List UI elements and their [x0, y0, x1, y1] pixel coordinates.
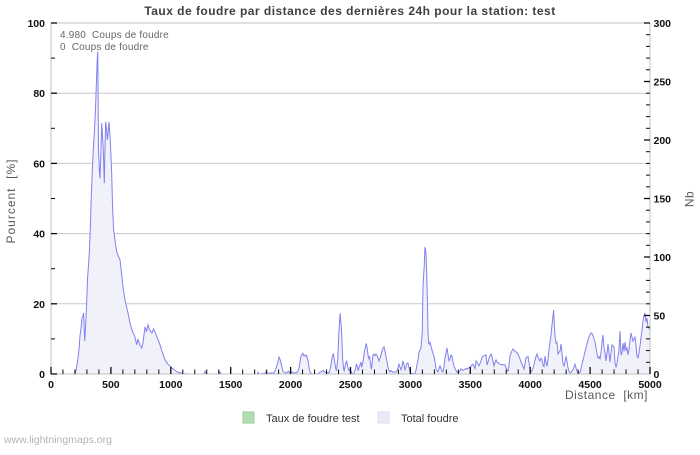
svg-text:1000: 1000 [159, 379, 183, 391]
svg-text:1500: 1500 [219, 379, 243, 391]
svg-text:250: 250 [654, 77, 672, 89]
svg-text:50: 50 [654, 311, 666, 323]
svg-text:4500: 4500 [578, 379, 602, 391]
svg-text:3500: 3500 [459, 379, 483, 391]
svg-text:Distance [km]: Distance [km] [565, 388, 648, 402]
svg-text:100: 100 [27, 18, 45, 30]
svg-text:300: 300 [654, 18, 672, 30]
svg-text:www.lightningmaps.org: www.lightningmaps.org [3, 434, 112, 446]
svg-text:4.980 Coups de foudre: 4.980 Coups de foudre [60, 30, 169, 41]
svg-text:100: 100 [654, 252, 672, 264]
svg-text:2000: 2000 [279, 379, 303, 391]
svg-text:0: 0 [48, 379, 54, 391]
svg-text:2500: 2500 [339, 379, 363, 391]
svg-text:4000: 4000 [519, 379, 543, 391]
svg-text:80: 80 [33, 88, 45, 100]
svg-text:Pourcent [%]: Pourcent [%] [4, 158, 18, 243]
svg-text:3000: 3000 [399, 379, 423, 391]
svg-text:Nb: Nb [683, 191, 697, 207]
svg-text:0: 0 [654, 369, 660, 381]
svg-text:5000: 5000 [638, 379, 662, 391]
svg-text:150: 150 [654, 194, 672, 206]
svg-text:0 Coups de foudre: 0 Coups de foudre [60, 42, 149, 53]
svg-text:Total foudre: Total foudre [401, 413, 458, 425]
svg-text:500: 500 [102, 379, 120, 391]
svg-text:Taux de foudre test: Taux de foudre test [266, 413, 360, 425]
svg-text:60: 60 [33, 158, 45, 170]
svg-text:40: 40 [33, 229, 45, 241]
svg-text:20: 20 [33, 299, 45, 311]
svg-text:Taux de foudre par distance de: Taux de foudre par distance des dernière… [144, 4, 555, 18]
svg-text:0: 0 [39, 369, 45, 381]
svg-text:200: 200 [654, 135, 672, 147]
